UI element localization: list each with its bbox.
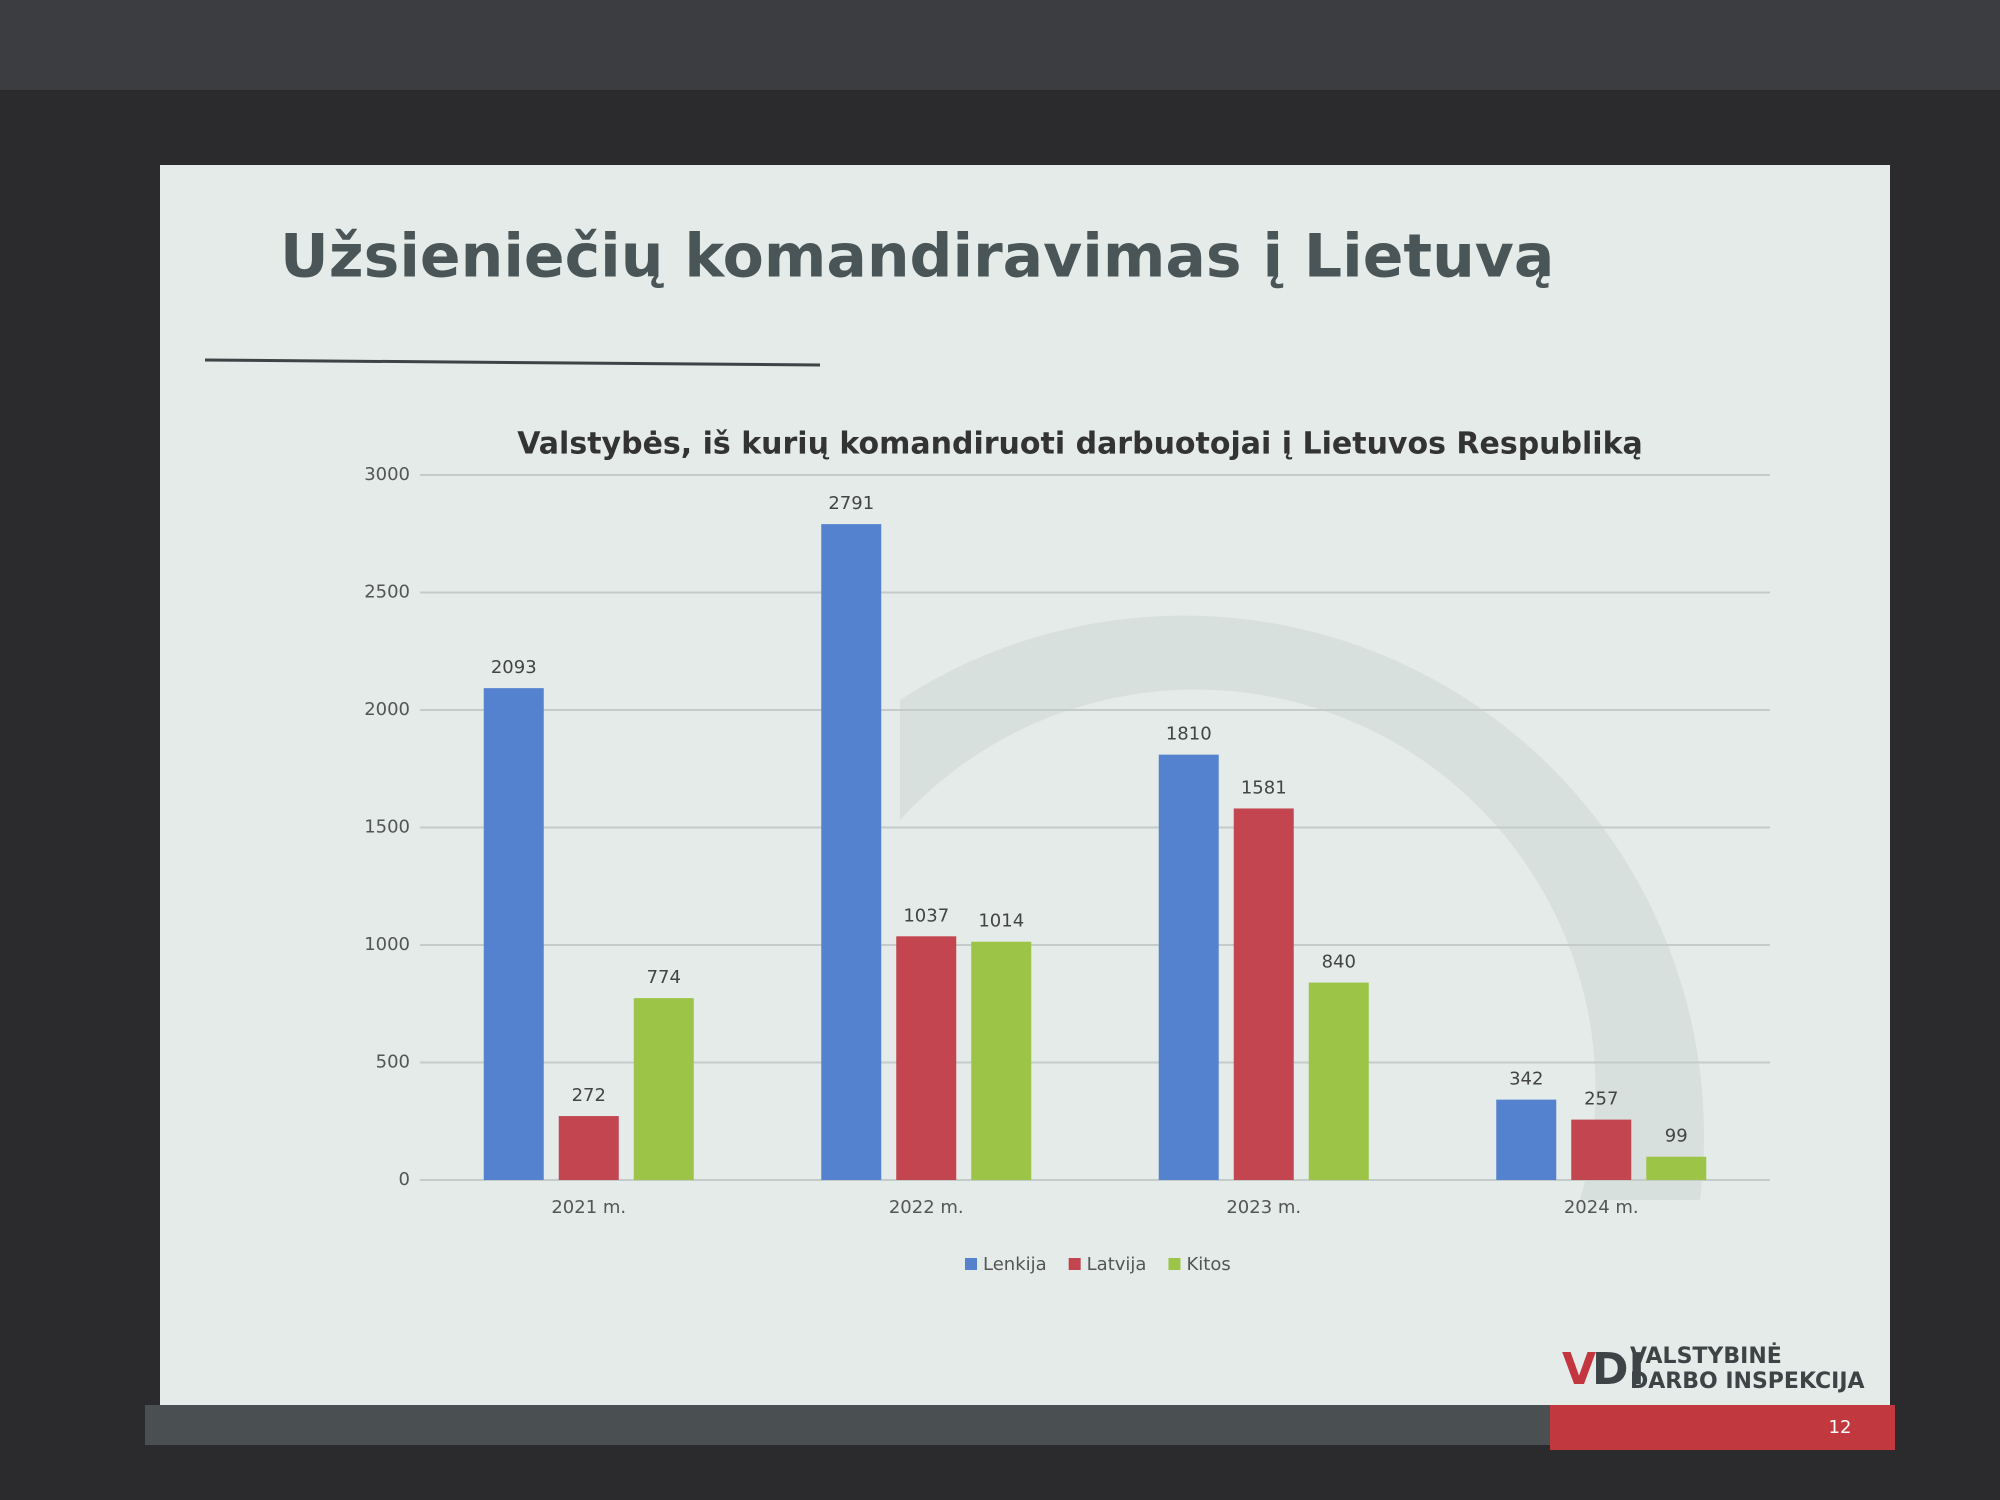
data-label: 2093 [491, 657, 537, 678]
logo-mark: DI [1592, 1344, 1645, 1395]
data-label: 272 [572, 1085, 606, 1106]
y-tick-label: 1000 [364, 934, 410, 955]
bar [1571, 1119, 1632, 1180]
bar [821, 524, 882, 1180]
bar [558, 1116, 619, 1180]
slide-title: Užsieniečių komandiravimas į Lietuvą [280, 222, 1554, 292]
legend-label: Latvija [1087, 1254, 1147, 1275]
data-label: 99 [1665, 1126, 1688, 1147]
legend-swatch [1168, 1258, 1181, 1270]
plot: 0 500 1000 1500 2000 2500 3000 2021 m. 2093 272 77… [364, 464, 1770, 1275]
legend-swatch [965, 1258, 977, 1270]
legend-label: Kitos [1186, 1254, 1230, 1275]
x-tick-label: 2023 m. [1226, 1197, 1301, 1218]
bar [896, 936, 957, 1180]
data-label: 1014 [978, 911, 1024, 932]
legend-swatch [1068, 1258, 1081, 1270]
logo-line-1: VALSTYBINĖ [1630, 1343, 1782, 1369]
y-tick-label: 2000 [364, 699, 410, 720]
title-underline [204, 358, 821, 367]
bar [1496, 1099, 1557, 1180]
bar [971, 941, 1032, 1180]
logo-mark: V [1562, 1344, 1596, 1395]
x-tick-label: 2022 m. [889, 1197, 964, 1218]
bar [1158, 754, 1219, 1180]
bar [1308, 982, 1369, 1180]
y-tick-label: 3000 [364, 464, 410, 485]
chart-title: Valstybės, iš kurių komandiruoti darbuot… [517, 427, 1643, 462]
ceiling [0, 0, 2000, 90]
bar [633, 998, 694, 1180]
watermark [900, 615, 1705, 1200]
x-tick-label: 2021 m. [551, 1197, 626, 1218]
data-label: 342 [1509, 1069, 1543, 1090]
bar [483, 688, 544, 1180]
page-number: 12 [1829, 1417, 1852, 1438]
y-tick-label: 500 [376, 1052, 410, 1073]
slide [160, 165, 1890, 1410]
footer-bar [145, 1405, 1550, 1445]
y-tick-label: 2500 [364, 582, 410, 603]
bar [1233, 808, 1294, 1180]
data-label: 840 [1322, 952, 1356, 973]
data-label: 257 [1584, 1089, 1618, 1110]
logo-line-2: DARBO INSPEKCIJA [1630, 1369, 1865, 1394]
bar [1646, 1156, 1707, 1180]
data-label: 1581 [1241, 777, 1287, 798]
data-label: 774 [647, 967, 681, 988]
data-label: 1810 [1166, 724, 1212, 745]
y-tick-label: 0 [399, 1169, 410, 1190]
y-tick-label: 1500 [364, 817, 410, 838]
data-label: 2791 [828, 493, 874, 514]
legend-label: Lenkija [983, 1254, 1047, 1275]
data-label: 1037 [903, 905, 949, 926]
footer-accent [1550, 1405, 1895, 1450]
x-tick-label: 2024 m. [1564, 1197, 1639, 1218]
